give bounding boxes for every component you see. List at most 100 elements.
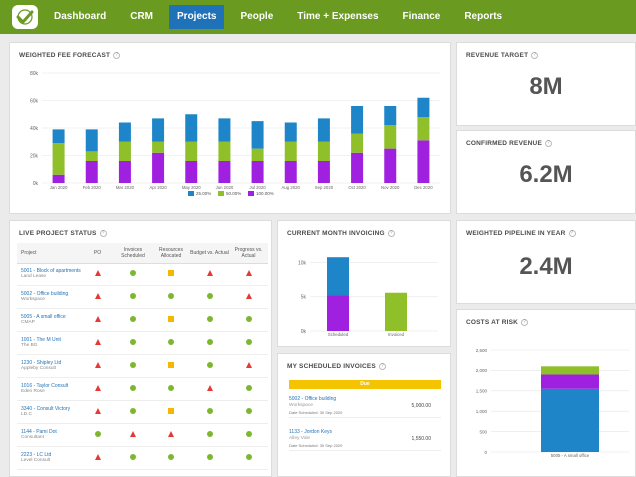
legend-label: 25.00%: [196, 191, 211, 196]
invoice-item[interactable]: 1133 - Jordon Keys Alley Vole Date Sched…: [289, 427, 441, 451]
y-tick-label: 0k: [33, 181, 39, 187]
red-triangle-icon: [94, 293, 101, 300]
status-cell: [114, 446, 152, 470]
status-cell: [152, 263, 190, 287]
project-link[interactable]: 5002 - Office building: [21, 291, 69, 298]
bar-segment: [384, 148, 397, 183]
table-row[interactable]: 1016 - Taylor Consult Eden Rose: [17, 377, 268, 401]
y-tick-label: 1,000: [476, 409, 488, 414]
project-link[interactable]: 5001 - Block of apartments: [21, 268, 81, 275]
status-cell: [190, 446, 229, 470]
red-triangle-icon: [206, 384, 213, 391]
bar-segment: [152, 141, 165, 153]
project-client: Workspace: [21, 297, 45, 303]
app-logo-icon[interactable]: [12, 5, 38, 29]
project-link[interactable]: 1001 - The M Unit: [21, 337, 61, 344]
status-cell: [114, 331, 152, 356]
column-header: Project: [17, 243, 81, 264]
bar-segment: [85, 129, 98, 152]
table-row[interactable]: 5005 - A small office CMAP: [17, 308, 268, 333]
table-row[interactable]: 5002 - Office building Workspace: [17, 285, 268, 310]
green-circle-icon: [130, 362, 136, 368]
help-icon[interactable]: ?: [387, 230, 395, 237]
nav-people[interactable]: People: [240, 11, 274, 22]
x-tick-label: Mar 2020: [116, 185, 135, 190]
y-tick-label: 500: [479, 429, 487, 434]
help-icon[interactable]: ?: [99, 230, 107, 237]
help-icon[interactable]: ?: [531, 52, 539, 59]
nav-reports[interactable]: Reports: [464, 11, 503, 22]
project-link[interactable]: 2223 - LC Ltd: [21, 451, 52, 458]
costs-at-risk-card: COSTS AT RISK? 0 500 1,000 1,500 2,000 2,500 5…: [456, 309, 636, 477]
x-tick-label: Oct 2020: [348, 185, 366, 190]
bar-segment: [118, 161, 131, 183]
green-circle-icon: [130, 453, 136, 460]
green-circle-icon: [130, 384, 136, 391]
nav-time-expenses[interactable]: Time + Expenses: [297, 11, 379, 22]
invoice-item[interactable]: 5002 - Office building Workspace Date Sc…: [289, 394, 441, 418]
project-link[interactable]: 5005 - A small office: [21, 314, 66, 321]
status-cell: [152, 331, 190, 356]
green-circle-icon: [245, 316, 252, 323]
green-circle-icon: [245, 384, 252, 391]
status-cell: [81, 331, 114, 356]
invoice-amount: 5,000.00: [411, 403, 431, 409]
status-cell: [152, 308, 190, 333]
bar-segment: [541, 374, 599, 389]
invoice-date: Date Scheduled: 30 Sep 2020: [289, 410, 343, 415]
card-title: WEIGHTED PIPELINE IN YEAR: [466, 230, 566, 237]
bar-segment: [317, 141, 330, 161]
help-icon[interactable]: ?: [568, 230, 576, 237]
x-tick-label: Scheduled: [328, 332, 349, 337]
status-cell: [190, 331, 229, 356]
help-icon[interactable]: ?: [378, 363, 386, 370]
status-cell: [190, 285, 229, 310]
help-icon[interactable]: ?: [521, 319, 529, 326]
nav-projects[interactable]: Projects: [169, 5, 225, 29]
project-link[interactable]: 1230 - Shipley Ltd: [21, 360, 62, 366]
nav-dashboard[interactable]: Dashboard: [54, 11, 107, 22]
green-circle-icon: [94, 430, 101, 437]
green-circle-icon: [168, 384, 174, 391]
table-row[interactable]: 3340 - Consult Victory LD.C: [17, 400, 268, 424]
table-row[interactable]: 5001 - Block of apartments Land Lease: [17, 263, 268, 287]
help-icon[interactable]: ?: [113, 52, 121, 59]
status-cell: [229, 263, 268, 287]
bar-segment: [218, 118, 231, 142]
project-link[interactable]: 1144 - Pami Dot: [21, 428, 57, 435]
invoice-title[interactable]: 5002 - Office building: [289, 396, 337, 402]
nav-crm[interactable]: CRM: [130, 11, 154, 22]
invoice-title[interactable]: 1133 - Jordon Keys: [289, 429, 332, 435]
column-header: Resources Allocated: [152, 243, 190, 264]
red-triangle-icon: [94, 339, 101, 346]
project-client: The BG: [21, 343, 38, 349]
nav-finance[interactable]: Finance: [402, 11, 441, 22]
bar-segment: [327, 257, 349, 296]
status-cell: [114, 308, 152, 333]
legend-label: 50.00%: [226, 191, 241, 196]
project-link[interactable]: 1016 - Taylor Consult: [21, 382, 69, 389]
red-triangle-icon: [94, 362, 101, 368]
project-link[interactable]: 3340 - Consult Victory: [21, 405, 71, 412]
help-icon[interactable]: ?: [545, 140, 552, 147]
y-tick-label: 1,500: [476, 389, 488, 394]
y-tick-label: 40k: [30, 126, 39, 132]
project-cell: 1230 - Shipley Ltd Appleby Consult: [17, 354, 81, 378]
status-cell: [190, 308, 229, 333]
green-circle-icon: [130, 293, 136, 300]
y-tick-label: 80k: [30, 71, 39, 77]
x-tick-label: Aug 2020: [282, 185, 301, 190]
status-cell: [81, 308, 114, 333]
y-tick-label: 20k: [30, 153, 39, 159]
table-row[interactable]: 1144 - Pami Dot Consultant: [17, 423, 268, 447]
status-cell: [152, 423, 190, 447]
table-row[interactable]: 1001 - The M Unit The BG: [17, 331, 268, 356]
legend-swatch: [218, 191, 224, 196]
revenue-target-card: REVENUE TARGET? 8M: [456, 42, 636, 126]
bar-segment: [385, 292, 407, 331]
table-row[interactable]: 2223 - LC Ltd Level Consult: [17, 446, 268, 470]
column-header: Invoices Scheduled: [114, 243, 152, 264]
project-cell: 5001 - Block of apartments Land Lease: [17, 263, 81, 287]
table-row[interactable]: 1230 - Shipley Ltd Appleby Consult: [17, 354, 268, 378]
x-tick-label: Invoiced: [388, 332, 405, 337]
